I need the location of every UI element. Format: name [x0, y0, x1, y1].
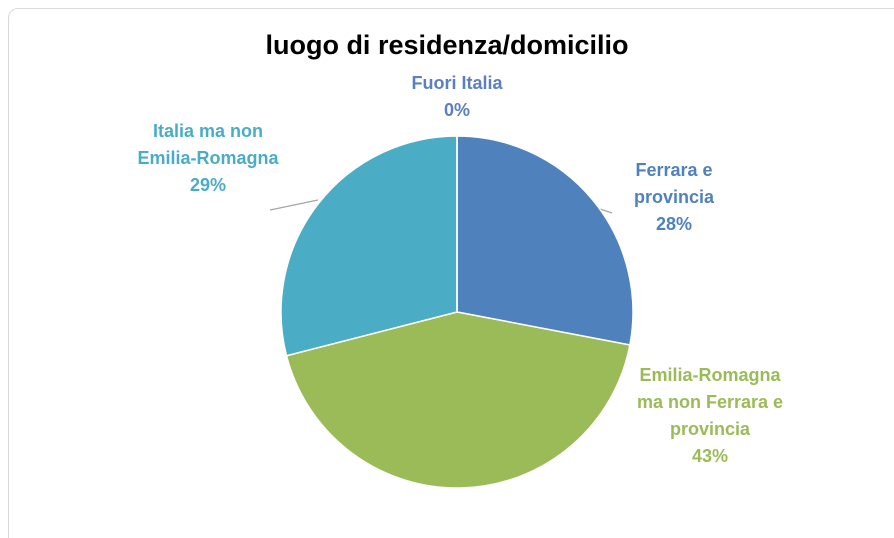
data-label: Fuori Italia 0%	[387, 70, 527, 124]
value-label: 29%	[189, 175, 227, 195]
category-label: Fuori Italia	[411, 73, 503, 93]
value-label: 43%	[691, 446, 729, 466]
pie-slice	[285, 311, 631, 489]
value-label: 0%	[443, 100, 470, 120]
leader-line	[599, 208, 613, 214]
pie-slice	[456, 135, 634, 346]
data-label: Ferrara e provincia 28%	[609, 157, 739, 238]
category-label: Ferrara e provincia	[633, 160, 715, 207]
value-label: 28%	[655, 214, 693, 234]
category-label: Italia ma non Emilia-Romagna	[137, 121, 279, 168]
data-label: Italia ma non Emilia-Romagna 29%	[133, 118, 283, 199]
category-label: Emilia-Romagna ma non Ferrara e provinci…	[636, 365, 784, 439]
chart-frame	[8, 8, 894, 538]
chart-title: luogo di residenza/domicilio	[265, 30, 629, 60]
pie-slice	[280, 135, 458, 357]
data-label: Emilia-Romagna ma non Ferrara e provinci…	[635, 362, 785, 470]
leader-line	[269, 199, 319, 211]
